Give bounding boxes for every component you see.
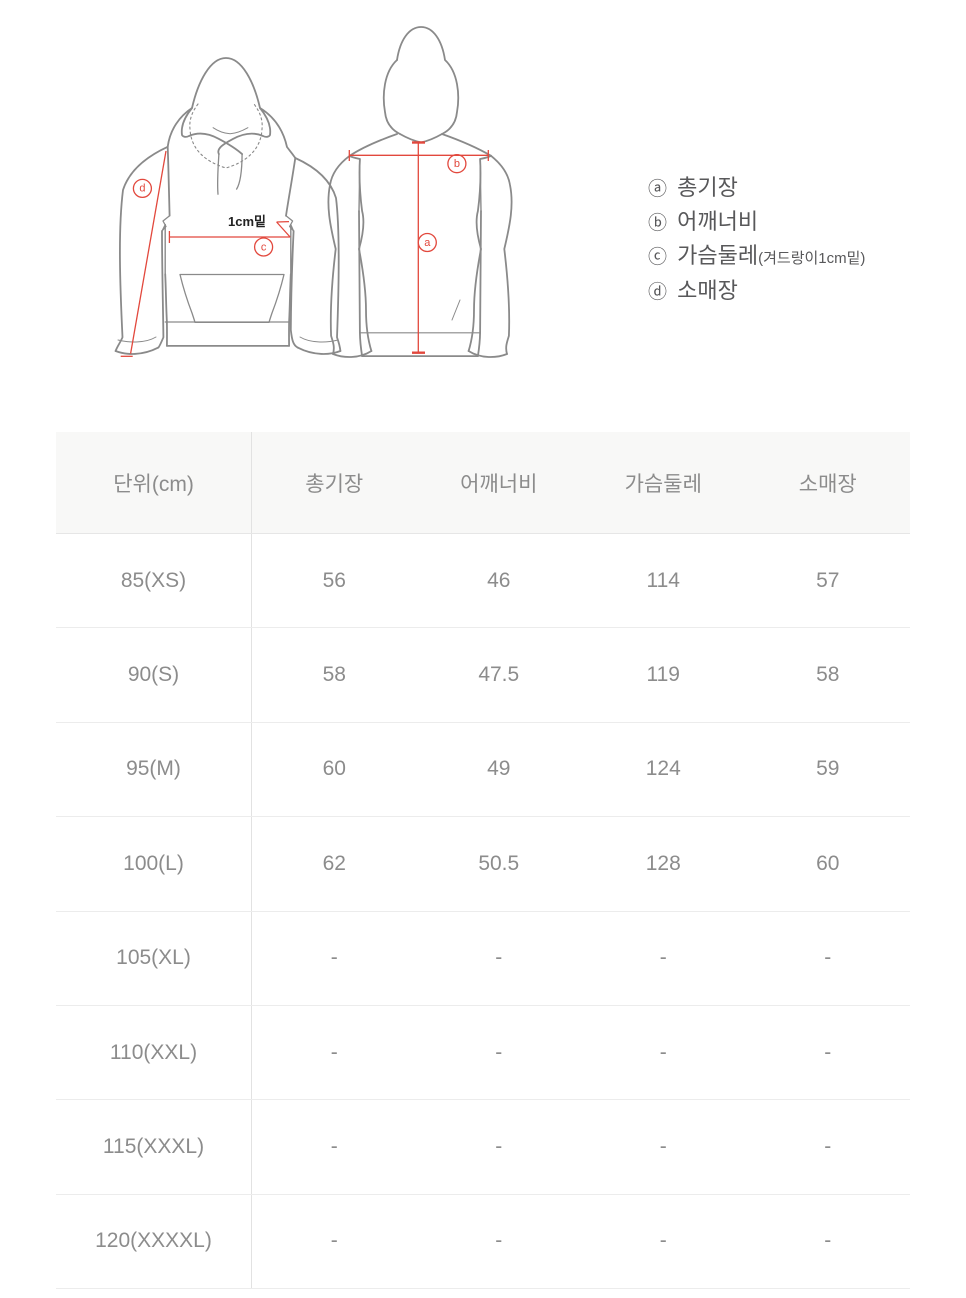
svg-text:1cm밑: 1cm밑	[228, 214, 266, 229]
svg-text:a: a	[424, 237, 431, 249]
svg-text:c: c	[261, 242, 267, 254]
svg-text:b: b	[454, 158, 460, 170]
svg-text:d: d	[139, 183, 145, 195]
